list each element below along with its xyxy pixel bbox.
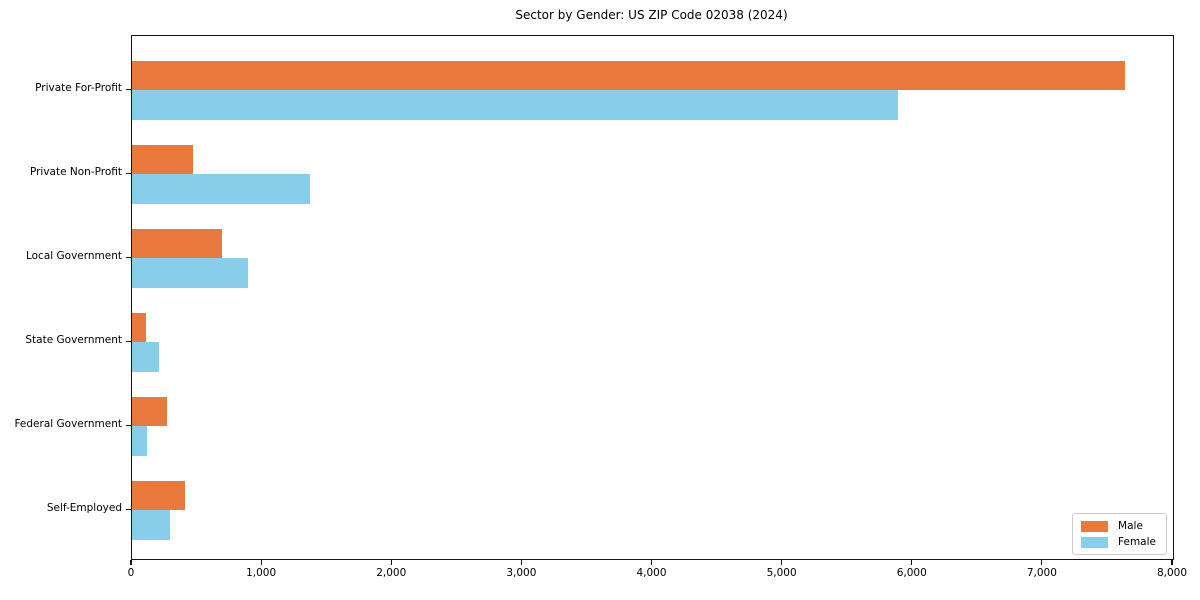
bar-male-self-employed [132,480,185,510]
x-tick-label-8-000: 8,000 [1156,567,1188,579]
bar-male-private-for-profit [132,60,1125,90]
bar-female-self-employed [132,510,170,540]
legend-swatch-male [1081,520,1109,532]
y-tick-mark [126,508,131,510]
y-tick-label-private-non-profit: Private Non-Profit [29,166,122,178]
x-tick-mark [390,559,392,565]
chart-title: Sector by Gender: US ZIP Code 02038 (202… [515,8,788,22]
bar-male-local-government [132,228,223,258]
x-tick-mark [520,559,522,565]
x-tick-mark [911,559,913,565]
x-tick-label-7-000: 7,000 [1026,567,1057,579]
y-tick-mark [126,340,131,342]
y-tick-label-local-government: Local Government [25,250,122,262]
y-tick-label-state-government: State Government [25,334,122,346]
y-tick-label-federal-government: Federal Government [14,418,122,430]
y-tick-mark [126,172,131,174]
bar-female-private-non-profit [132,174,310,204]
x-tick-label-1-000: 1,000 [246,567,277,579]
y-tick-label-self-employed: Self-Employed [46,502,122,514]
bar-female-state-government [132,342,159,372]
y-tick-mark [126,256,131,258]
legend-swatch-female [1081,536,1109,548]
x-tick-mark [781,559,783,565]
x-tick-label-4-000: 4,000 [636,567,667,579]
x-tick-mark [1171,559,1173,565]
bar-male-private-non-profit [132,144,193,174]
legend-item-female: Female [1081,536,1156,548]
bar-female-private-for-profit [132,90,898,120]
x-tick-mark [260,559,262,565]
x-tick-label-3-000: 3,000 [506,567,537,579]
legend-label-male: Male [1118,520,1143,532]
x-tick-label-0: 0 [127,567,135,579]
bar-female-local-government [132,258,248,288]
y-tick-mark [126,424,131,426]
x-tick-label-2-000: 2,000 [376,567,407,579]
x-tick-mark [130,559,132,565]
x-tick-label-5-000: 5,000 [766,567,797,579]
y-tick-label-private-for-profit: Private For-Profit [35,82,122,94]
legend: Male Female [1072,513,1167,555]
plot-area: Male Female [131,35,1174,560]
x-tick-mark [1041,559,1043,565]
bar-male-federal-government [132,396,167,426]
bar-female-federal-government [132,426,147,456]
legend-label-female: Female [1118,536,1156,548]
x-tick-label-6-000: 6,000 [896,567,927,579]
bar-male-state-government [132,312,146,342]
x-tick-mark [650,559,653,565]
legend-item-male: Male [1081,520,1156,532]
y-tick-mark [126,88,131,90]
